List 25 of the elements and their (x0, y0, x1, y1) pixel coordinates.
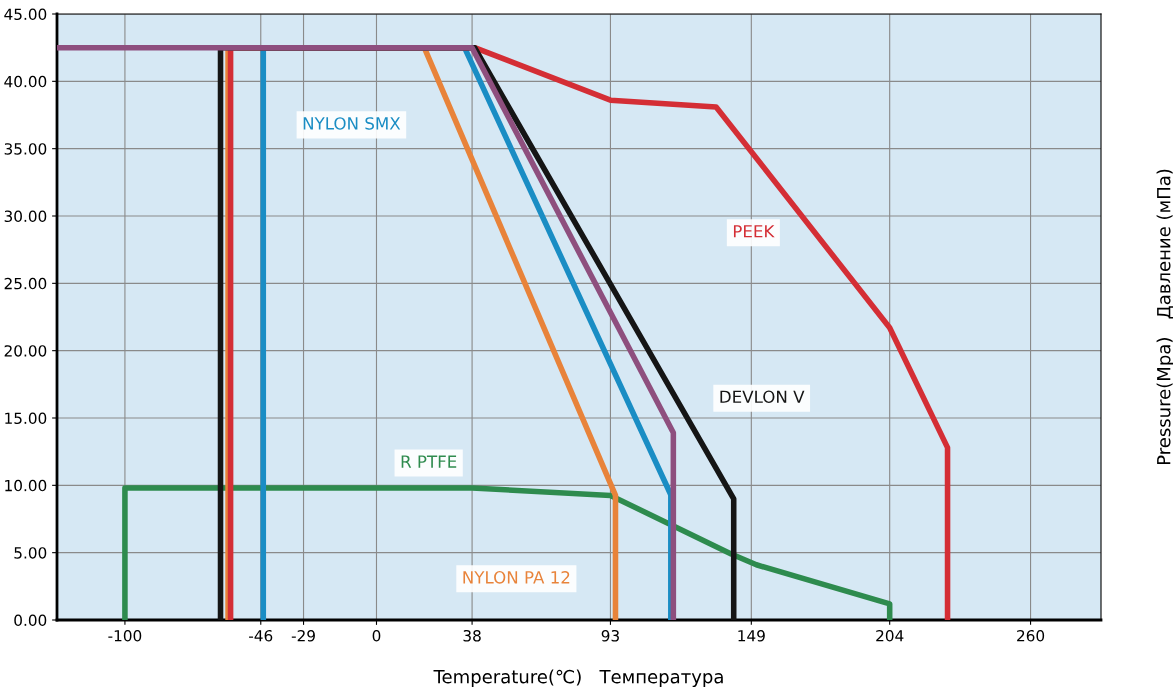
x-tick-label: 38 (463, 629, 481, 642)
y-tick-label: 45.00 (4, 8, 47, 21)
y-tick-label: 10.00 (5, 479, 47, 492)
y-tick-label: 35.00 (4, 143, 47, 155)
x-tick-label: 204 (876, 629, 904, 642)
x-tick-label: -46 (249, 629, 273, 642)
series-label: PEEK (733, 225, 775, 238)
x-tick-label: 260 (1017, 629, 1045, 642)
y-tick-label: 25.00 (4, 277, 47, 290)
x-tick-label: 93 (601, 629, 619, 642)
x-axis-title: Temperature(℃) Температура (433, 669, 723, 687)
x-tick-label: -100 (108, 629, 142, 642)
x-tick-label: -29 (291, 629, 315, 642)
y-tick-label: 20.00 (4, 345, 47, 357)
text: DEVLON V (720, 390, 805, 404)
y-tick-label: 5.00 (14, 547, 47, 559)
y-tick-label: 40.00 (4, 75, 47, 88)
x-tick-label: 149 (738, 629, 765, 642)
y-tick-label: 30.00 (4, 210, 47, 223)
y-tick-label: 15.00 (5, 412, 47, 425)
y-tick-label: 0.00 (14, 614, 47, 627)
x-tick-label: 0 (372, 629, 381, 642)
text: NYLON PA 12 (463, 571, 570, 584)
series-label: R PTFE (401, 455, 457, 468)
text: NYLON SMX (303, 117, 401, 130)
